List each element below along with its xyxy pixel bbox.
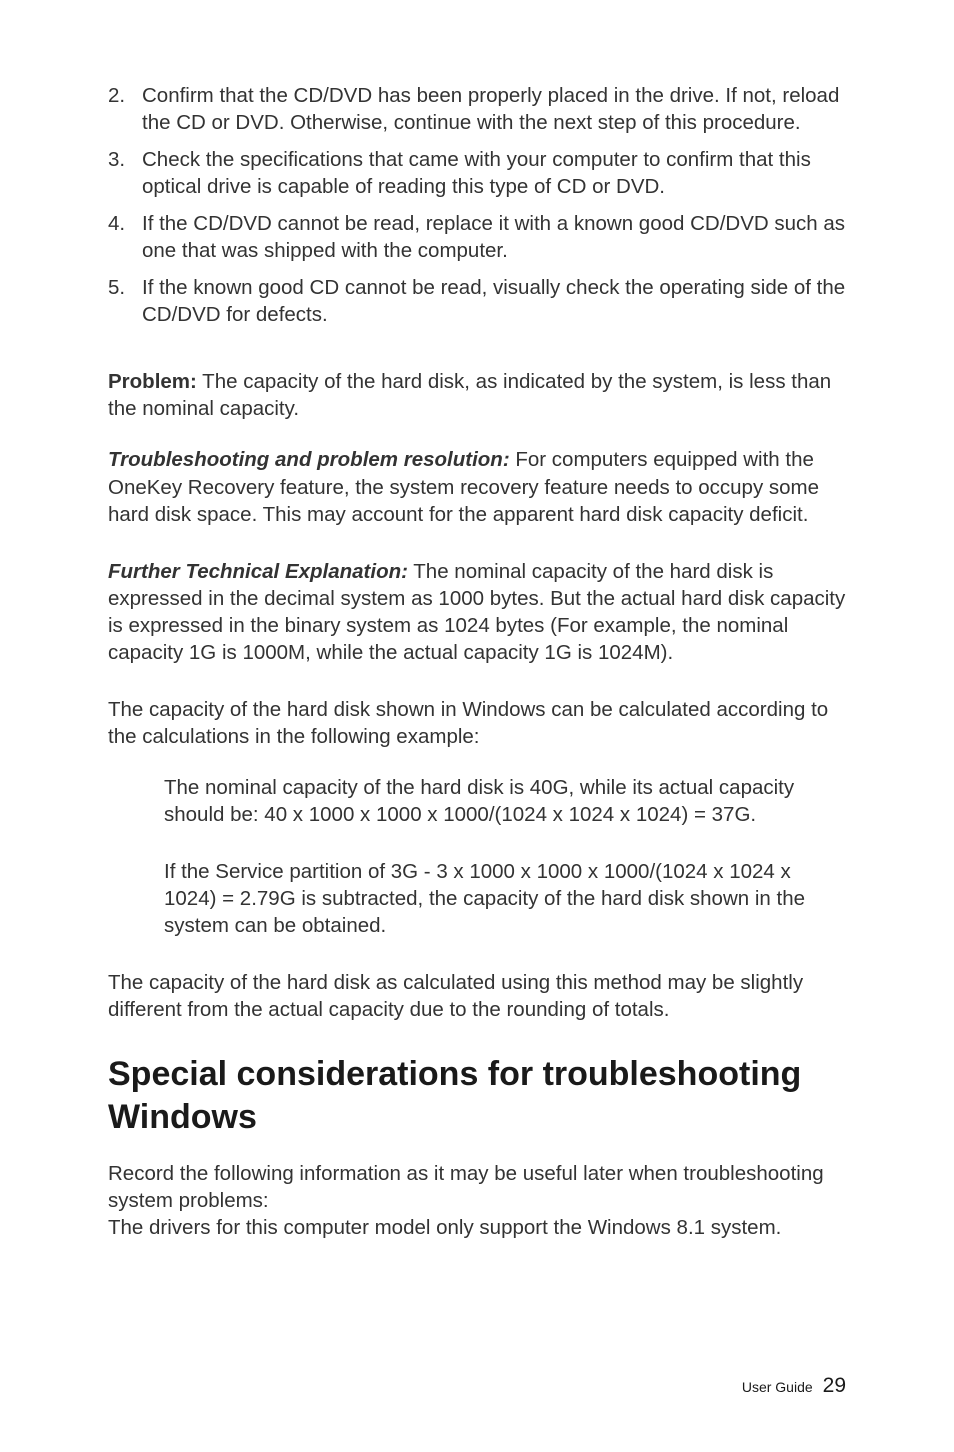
explanation-label: Further Technical Explanation: — [108, 560, 408, 583]
list-text: Check the specifications that came with … — [142, 146, 846, 200]
page-footer: User Guide 29 — [742, 1374, 846, 1398]
section-body-1: Record the following information as it m… — [108, 1160, 846, 1214]
footer-label: User Guide — [742, 1379, 813, 1395]
list-text: If the known good CD cannot be read, vis… — [142, 274, 846, 328]
list-item: 2. Confirm that the CD/DVD has been prop… — [108, 82, 846, 136]
list-item: 4. If the CD/DVD cannot be read, replace… — [108, 210, 846, 264]
problem-paragraph: Problem: The capacity of the hard disk, … — [108, 368, 846, 422]
calc-example-1: The nominal capacity of the hard disk is… — [108, 774, 846, 828]
calc-outro: The capacity of the hard disk as calcula… — [108, 969, 846, 1023]
section-body-2: The drivers for this computer model only… — [108, 1214, 846, 1241]
section-heading: Special considerations for troubleshooti… — [108, 1053, 846, 1138]
calc-intro: The capacity of the hard disk shown in W… — [108, 696, 846, 750]
list-text: If the CD/DVD cannot be read, replace it… — [142, 210, 846, 264]
problem-label: Problem: — [108, 370, 197, 393]
resolution-paragraph: Troubleshooting and problem resolution: … — [108, 446, 846, 527]
list-number: 2. — [108, 82, 142, 136]
calc-example-2: If the Service partition of 3G - 3 x 100… — [108, 858, 846, 939]
list-item: 5. If the known good CD cannot be read, … — [108, 274, 846, 328]
explanation-paragraph: Further Technical Explanation: The nomin… — [108, 558, 846, 666]
list-item: 3. Check the specifications that came wi… — [108, 146, 846, 200]
list-number: 3. — [108, 146, 142, 200]
resolution-label: Troubleshooting and problem resolution: — [108, 448, 510, 471]
list-number: 5. — [108, 274, 142, 328]
numbered-list: 2. Confirm that the CD/DVD has been prop… — [108, 82, 846, 328]
list-number: 4. — [108, 210, 142, 264]
footer-page-number: 29 — [823, 1374, 846, 1397]
list-text: Confirm that the CD/DVD has been properl… — [142, 82, 846, 136]
problem-text: The capacity of the hard disk, as indica… — [108, 370, 831, 420]
